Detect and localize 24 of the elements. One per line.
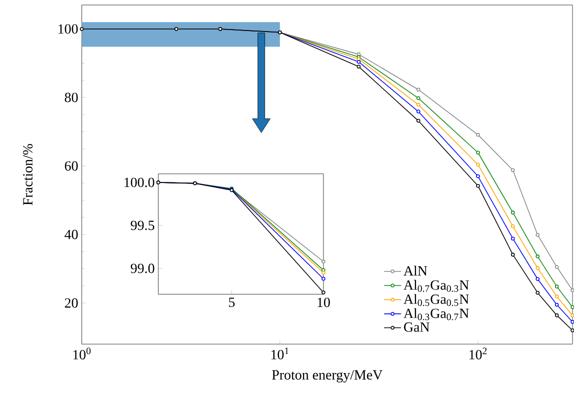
legend-label: GaN <box>404 322 430 332</box>
x-tick-label: 10 <box>318 298 330 308</box>
point <box>322 276 326 281</box>
y-tick-label: 99.5 <box>130 220 154 230</box>
legend-label: Al$_{0.3}$Ga$_{0.7}$N <box>404 308 469 320</box>
legend-label: AlN <box>404 266 428 276</box>
y-tick-label: 99.0 <box>130 264 154 274</box>
x-tick-label: 10$^{2}$ <box>470 348 487 360</box>
y-axis-title: Fraction/% <box>23 144 33 206</box>
point <box>322 260 326 264</box>
x-tick-label: 5 <box>229 298 235 308</box>
legend-label: Al$_{0.7}$Ga$_{0.3}$N <box>404 280 469 292</box>
legend-label: Al$_{0.5}$Ga$_{0.5}$N <box>404 294 469 306</box>
y-tick-label: 60 <box>64 161 78 171</box>
y-tick-label: 100.0 <box>124 178 154 188</box>
x-tick-label: 10$^{1}$ <box>271 348 288 360</box>
point <box>322 290 326 294</box>
x-axis-title: Proton energy/MeV <box>272 370 383 382</box>
point <box>322 270 326 275</box>
y-tick-label: 100 <box>58 24 78 34</box>
y-tick-label: 40 <box>64 230 78 240</box>
y-tick-label: 20 <box>64 298 78 308</box>
y-tick-label: 80 <box>64 92 78 102</box>
x-tick-label: 10$^{0}$ <box>73 348 91 360</box>
